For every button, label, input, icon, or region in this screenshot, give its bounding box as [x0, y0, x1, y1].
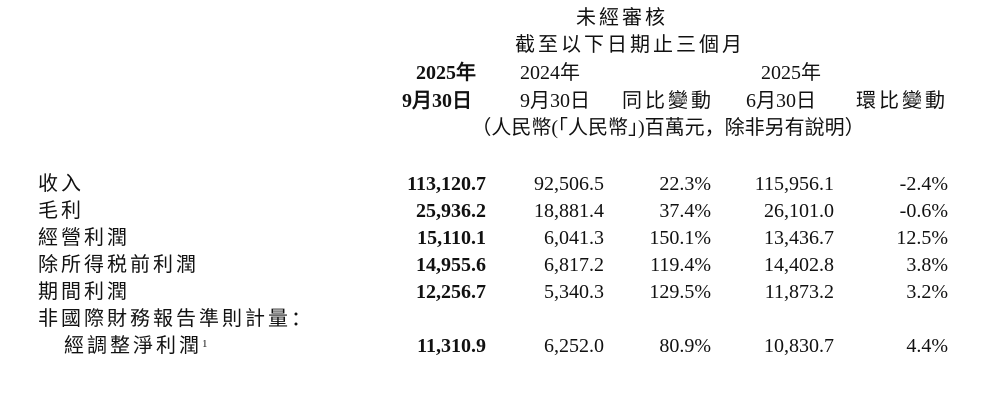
cell-value: 13,436.7 [764, 227, 834, 249]
cell-value: 3.2% [906, 281, 948, 303]
row-label: 毛利 [38, 200, 84, 222]
cell-value: 12,256.7 [416, 281, 486, 303]
row-label: 期間利潤 [38, 281, 130, 303]
cell-value: 10,830.7 [764, 335, 834, 357]
cell-value: 129.5% [649, 281, 711, 303]
cell-value: 15,110.1 [417, 227, 486, 249]
cell-value: 11,310.9 [417, 335, 486, 357]
row-label: 收入 [38, 173, 84, 195]
period-heading: 截至以下日期止三個月 [515, 34, 745, 56]
cell-value: 26,101.0 [764, 200, 834, 222]
cell-value: 14,402.8 [764, 254, 834, 276]
cell-value: 18,881.4 [534, 200, 604, 222]
audit-status: 未經審核 [576, 7, 668, 29]
cell-value: 3.8% [906, 254, 948, 276]
cell-value: 119.4% [650, 254, 711, 276]
footnote-marker: 1 [202, 338, 211, 350]
cell-value: 4.4% [906, 335, 948, 357]
cell-value: 6,817.2 [544, 254, 604, 276]
cell-value: -2.4% [899, 173, 948, 195]
col1-date: 9月30日 [402, 90, 472, 112]
col2-date: 9月30日 [520, 90, 590, 112]
unit-note: （人民幣(「人民幣」)百萬元，除非另有說明） [471, 117, 865, 139]
cell-value: 92,506.5 [534, 173, 604, 195]
cell-value: -0.6% [899, 200, 948, 222]
cell-value: 22.3% [659, 173, 711, 195]
col5-header: 環比變動 [856, 90, 948, 112]
cell-value: 11,873.2 [764, 281, 834, 303]
cell-value: 6,041.3 [544, 227, 604, 249]
col4-date: 6月30日 [746, 90, 816, 112]
col3-header: 同比變動 [622, 90, 714, 112]
col4-year: 2025年 [761, 62, 821, 84]
cell-value: 150.1% [649, 227, 711, 249]
col2-year: 2024年 [520, 62, 580, 84]
cell-value: 37.4% [659, 200, 711, 222]
col1-year: 2025年 [416, 62, 476, 84]
row-label: 經營利潤 [38, 227, 130, 249]
row-label: 經調整淨利潤1 [64, 335, 211, 357]
cell-value: 113,120.7 [407, 173, 486, 195]
cell-value: 6,252.0 [544, 335, 604, 357]
cell-value: 80.9% [659, 335, 711, 357]
cell-value: 12.5% [896, 227, 948, 249]
cell-value: 14,955.6 [416, 254, 486, 276]
cell-value: 5,340.3 [544, 281, 604, 303]
cell-value: 25,936.2 [416, 200, 486, 222]
cell-value: 115,956.1 [754, 173, 834, 195]
row-label: 除所得税前利潤 [38, 254, 199, 276]
non-ifrs-heading: 非國際財務報告準則計量： [38, 308, 314, 330]
